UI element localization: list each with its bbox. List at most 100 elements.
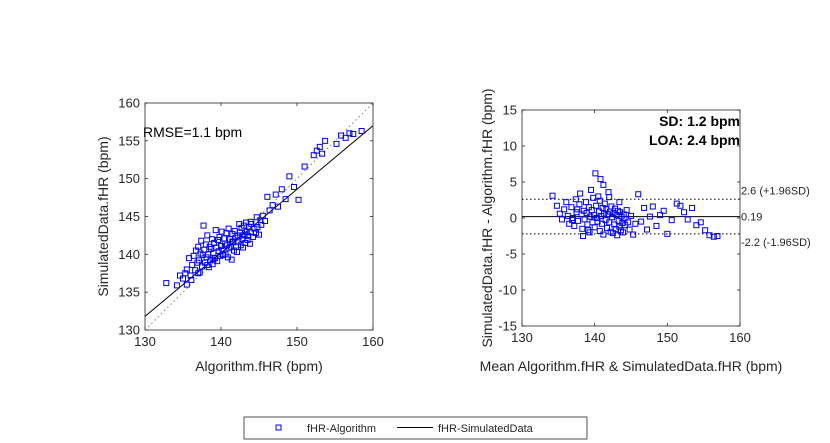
- bland-altman-point: [596, 227, 603, 234]
- legend-entry-simulated: fHR-SimulatedData: [438, 423, 534, 435]
- bland-altman-y-tick-label: 10: [503, 139, 517, 154]
- scatter-point: [198, 237, 205, 244]
- bland-altman-point: [553, 202, 560, 209]
- bland-altman-point: [568, 204, 575, 211]
- bland-altman-point: [628, 212, 634, 219]
- scatter-point: [252, 230, 259, 237]
- legend-entry-algorithm: fHR-Algorithm: [307, 423, 376, 435]
- bland-altman-panel: 130 140 150 160 -15 -10 -5 0 5 10 15 SD: 1.2 bpm L…: [479, 88, 811, 374]
- bland-altman-point: [706, 232, 713, 239]
- bland-altman-point: [677, 202, 684, 209]
- scatter-point: [346, 130, 353, 137]
- bland-altman-point: [653, 222, 660, 229]
- bland-altman-point: [632, 220, 639, 227]
- scatter-point: [195, 257, 202, 264]
- scatter-point: [214, 258, 221, 265]
- bland-altman-x-tick-label: 150: [656, 330, 678, 345]
- bland-altman-point: [660, 207, 667, 214]
- bland-altman-point: [580, 233, 587, 239]
- bland-altman-point: [616, 199, 623, 206]
- bland-altman-point: [714, 233, 721, 239]
- sd-annotation: SD: 1.2 bpm: [659, 113, 740, 129]
- scatter-x-tick-label: 160: [362, 334, 384, 349]
- bland-altman-point: [668, 217, 675, 224]
- bland-altman-x-tick-label: 160: [729, 330, 751, 345]
- bland-altman-x-tick-label: 140: [584, 330, 606, 345]
- scatter-point: [316, 143, 323, 150]
- bland-altman-point: [600, 231, 607, 238]
- bland-altman-point: [623, 207, 630, 214]
- scatter-point: [249, 233, 256, 240]
- bland-altman-point: [605, 189, 612, 196]
- scatter-x-tick-label: 130: [134, 334, 156, 349]
- scatter-y-tick-label: 140: [118, 247, 140, 262]
- scatter-point: [173, 282, 180, 289]
- bland-altman-point: [641, 204, 648, 211]
- scatter-point: [295, 196, 302, 203]
- lower-loa-label: -2.2 (-1.96SD): [741, 237, 811, 249]
- legend: fHR-Algorithm fHR-SimulatedData: [243, 416, 588, 440]
- bland-altman-y-tick-label: -10: [498, 283, 517, 298]
- bland-altman-point: [638, 218, 645, 225]
- bland-altman-point: [574, 206, 581, 213]
- scatter-point: [180, 275, 186, 282]
- bland-altman-point: [635, 191, 642, 198]
- bland-altman-y-tick-label: -5: [505, 247, 517, 262]
- bland-altman-point: [614, 232, 621, 239]
- bland-altman-point: [657, 212, 664, 219]
- bland-altman-point: [620, 229, 627, 236]
- scatter-point: [210, 256, 217, 263]
- scatter-point: [246, 240, 253, 247]
- bland-altman-points: [549, 170, 721, 240]
- scatter-point: [188, 277, 195, 284]
- bland-altman-point: [576, 201, 583, 208]
- bland-altman-x-tick-label: 130: [511, 330, 533, 345]
- bland-altman-point: [561, 206, 568, 213]
- bland-altman-point: [585, 227, 592, 234]
- scatter-point: [212, 227, 219, 234]
- scatter-y-tick-label: 145: [118, 209, 140, 224]
- scatter-point: [195, 270, 202, 277]
- mean-difference-label: 0.19: [741, 212, 762, 224]
- scatter-point: [257, 217, 264, 224]
- bland-altman-point: [584, 221, 591, 228]
- bland-altman-point: [572, 196, 579, 203]
- bland-altman-point: [710, 233, 717, 240]
- scatter-x-axis-label: Algorithm.fHR (bpm): [195, 358, 323, 374]
- bland-altman-point: [588, 186, 595, 193]
- scatter-point: [286, 173, 293, 180]
- scatter-point: [319, 150, 326, 157]
- scatter-point: [301, 163, 308, 170]
- bland-altman-point: [582, 199, 589, 206]
- bland-altman-point: [681, 209, 688, 216]
- bland-altman-point: [579, 225, 586, 232]
- scatter-point: [269, 202, 276, 209]
- scatter-point: [358, 128, 365, 134]
- scatter-point: [183, 281, 190, 288]
- bland-altman-point: [574, 217, 581, 224]
- scatter-point: [322, 137, 329, 144]
- scatter-point: [204, 261, 211, 268]
- scatter-point: [200, 222, 207, 229]
- bland-altman-point: [684, 216, 691, 223]
- scatter-point: [256, 231, 262, 238]
- bland-altman-y-axis-label: SimulatedData.fHR - Algorithm.fHR (bpm): [479, 88, 495, 347]
- scatter-point: [214, 236, 221, 243]
- scatter-y-axis-label: SimulatedData.fHR (bpm): [95, 136, 111, 296]
- upper-loa-label: 2.6 (+1.96SD): [741, 185, 810, 197]
- bland-altman-point: [591, 224, 598, 231]
- bland-altman-point: [563, 199, 570, 206]
- fit-line: [144, 125, 374, 317]
- scatter-point: [264, 193, 271, 200]
- bland-altman-point: [643, 226, 650, 233]
- bland-altman-point: [626, 226, 633, 233]
- scatter-point: [239, 232, 246, 239]
- bland-altman-x-axis-label: Mean Algorithm.fHR & SimulatedData.fHR (…: [480, 358, 783, 374]
- scatter-point: [183, 266, 190, 273]
- bland-altman-point: [549, 192, 556, 199]
- legend-square-marker: [275, 424, 282, 431]
- scatter-point: [310, 152, 317, 159]
- bland-altman-point: [587, 213, 594, 220]
- bland-altman-point: [558, 216, 565, 223]
- scatter-point: [176, 272, 183, 279]
